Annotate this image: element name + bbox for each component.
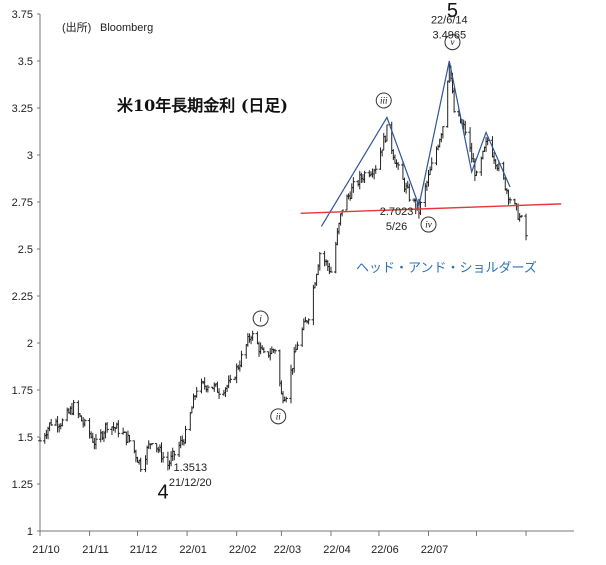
source-name: Bloomberg xyxy=(100,22,153,34)
chart-axes xyxy=(39,14,574,532)
wave-number: 5 xyxy=(447,0,458,22)
y-tick-label: 2.5 xyxy=(18,244,33,256)
x-tick-label: 21/12 xyxy=(130,544,158,556)
wave-line xyxy=(320,60,511,227)
y-tick-label: 2 xyxy=(27,338,33,350)
wave-number: 4 xyxy=(158,482,169,504)
x-tick-label: 22/01 xyxy=(179,544,207,556)
value-annotation: 1.3513 21/12/20 xyxy=(169,462,212,489)
x-tick-labels: 21/10 21/11 21/12 22/01 22/02 22/03 22/04 22/06… xyxy=(32,531,527,556)
y-tick-label: 1.25 xyxy=(12,479,33,491)
wave-label-iv: iv xyxy=(425,220,432,230)
price-bars xyxy=(38,62,528,473)
wave-label-v: v xyxy=(450,37,454,47)
value-annotation-line: 5/26 xyxy=(386,221,407,233)
wave-label-iii: iii xyxy=(380,95,388,105)
x-tick-label: 22/03 xyxy=(274,544,302,556)
y-tick-label: 1.5 xyxy=(18,432,33,444)
x-tick-label: 21/10 xyxy=(32,544,60,556)
elliott-wave-lines xyxy=(320,60,511,227)
wave-label-circle xyxy=(252,310,269,327)
x-tick-label: 22/07 xyxy=(421,544,449,556)
chart-title: 米10年長期金利 (日足) xyxy=(117,96,288,115)
x-tick-label: 22/02 xyxy=(229,544,257,556)
value-annotation-line: 22/6/14 xyxy=(431,14,468,26)
y-tick-label: 3.75 xyxy=(12,9,33,21)
value-annotation-line: 1.3513 xyxy=(173,462,207,474)
y-tick-label: 3.25 xyxy=(12,103,33,115)
y-tick-label: 3.5 xyxy=(18,56,33,68)
x-tick-label: 22/04 xyxy=(323,544,351,556)
y-tick-label: 1 xyxy=(27,526,33,538)
value-annotation: 2.7023 5/26 xyxy=(380,206,414,233)
x-tick-label: 22/06 xyxy=(371,544,399,556)
y-tick-label: 2.25 xyxy=(12,291,33,303)
wave-label-circle xyxy=(375,92,392,109)
value-annotation: 22/6/14 3.4965 xyxy=(431,14,468,41)
x-tick-label: 21/11 xyxy=(82,544,109,556)
y-tick-label: 1.75 xyxy=(12,385,33,397)
source-label: (出所) xyxy=(62,20,91,34)
y-tick-label: 3 xyxy=(27,150,33,162)
wave-label-circle xyxy=(444,34,461,51)
y-tick-labels: 1 1.25 1.5 1.75 2 2.25 2.5 2.75 3 3.25 3.5 3.75 xyxy=(12,9,40,538)
value-annotation-line: 21/12/20 xyxy=(169,477,212,489)
value-annotation-line: 2.7023 xyxy=(380,206,414,218)
wave-label-circle xyxy=(270,408,287,425)
y-tick-label: 2.75 xyxy=(12,197,33,209)
wave-label-circle xyxy=(420,216,437,233)
neckline xyxy=(300,203,562,214)
wave-label-i: i xyxy=(259,314,262,324)
value-annotation-line: 3.4965 xyxy=(432,29,466,41)
pattern-label: ヘッド・アンド・ショルダーズ xyxy=(356,260,537,276)
wave-label-ii: ii xyxy=(276,411,282,421)
neckline-group xyxy=(300,203,562,214)
